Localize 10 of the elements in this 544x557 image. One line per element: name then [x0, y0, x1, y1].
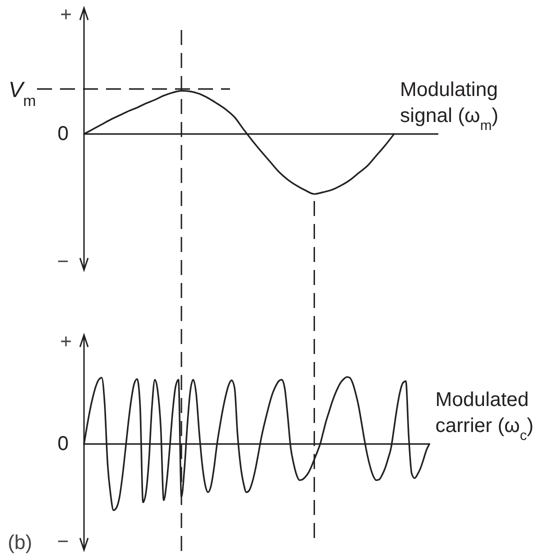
text: −	[57, 531, 69, 553]
ref-line-label: V$_{m}$	[8, 77, 36, 110]
text: +	[60, 331, 72, 353]
series-label: Modulating signal (ω$_{m}$)	[400, 79, 498, 133]
text: (b)	[8, 532, 32, 554]
series-label: Modulated carrier (ω$_{c}$)	[435, 389, 534, 443]
text: +	[60, 4, 72, 26]
text: 0	[57, 433, 69, 455]
text: 0	[57, 123, 69, 145]
text: −	[57, 251, 69, 273]
